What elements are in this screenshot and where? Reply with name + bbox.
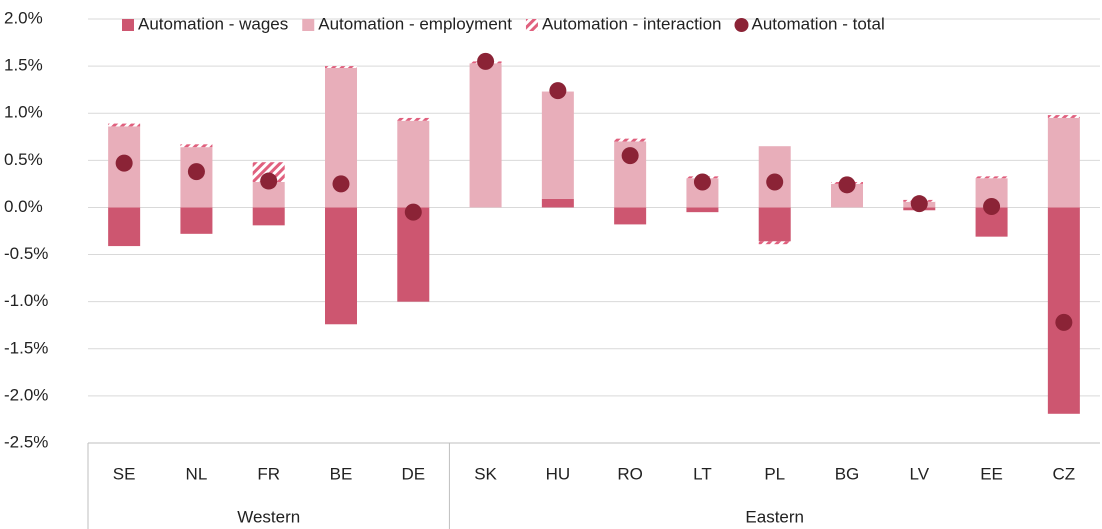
x-tick-label: LT: [693, 464, 712, 483]
total-dot: [621, 147, 639, 165]
bar-segment: [975, 176, 1008, 179]
bar-segment: [541, 198, 574, 208]
bar-segment: [325, 207, 357, 325]
x-tick-label: RO: [617, 464, 643, 483]
x-tick-label: NL: [186, 464, 208, 483]
legend-marker: [525, 19, 538, 31]
x-tick-label: LV: [910, 464, 930, 483]
total-dot: [115, 154, 133, 172]
y-tick-label: 1.0%: [4, 103, 43, 122]
total-dot: [549, 82, 567, 100]
bar-segment: [614, 138, 647, 142]
bar-segment: [758, 207, 791, 242]
x-tick-label: HU: [546, 464, 571, 483]
y-tick-label: 0.0%: [4, 197, 43, 216]
total-dot: [332, 175, 350, 193]
y-tick-label: 0.5%: [4, 150, 43, 169]
legend-marker: [734, 18, 749, 32]
total-dot: [838, 176, 856, 194]
bar-segment: [397, 117, 430, 121]
x-tick-label: SK: [474, 464, 497, 483]
x-tick-label: SE: [113, 464, 136, 483]
total-dot: [1055, 313, 1073, 331]
x-tick-label: PL: [764, 464, 785, 483]
bar-segment: [686, 207, 719, 213]
y-tick-label: 1.5%: [4, 56, 43, 75]
legend-label: Automation - total: [752, 14, 885, 33]
legend-label: Automation - interaction: [542, 14, 722, 33]
total-dot: [910, 195, 928, 213]
bar-segment: [397, 207, 430, 302]
group-label: Eastern: [745, 507, 804, 526]
x-tick-label: EE: [980, 464, 1003, 483]
bar-segment: [614, 207, 647, 225]
bar-segment: [1047, 115, 1080, 118]
x-tick-label: FR: [257, 464, 280, 483]
y-tick-label: -1.5%: [4, 338, 48, 357]
y-tick-label: -2.0%: [4, 385, 48, 404]
legend-marker: [122, 19, 134, 31]
bar-segment: [831, 183, 863, 208]
x-tick-label: CZ: [1053, 464, 1076, 483]
bar-segment: [1047, 117, 1080, 208]
group-label: Western: [237, 507, 300, 526]
bar-segment: [252, 207, 285, 226]
legend-label: Automation - wages: [138, 14, 288, 33]
total-dot: [693, 173, 711, 191]
bar-segment: [397, 120, 430, 208]
total-dot: [477, 52, 495, 70]
bar-segment: [469, 63, 502, 208]
x-tick-label: BG: [835, 464, 860, 483]
x-tick-label: DE: [401, 464, 425, 483]
legend-label: Automation - employment: [318, 14, 512, 33]
bar-segment: [758, 241, 791, 245]
total-dot: [766, 173, 784, 191]
bar-segment: [252, 162, 285, 183]
y-tick-label: 2.0%: [4, 8, 43, 27]
total-dot: [404, 203, 422, 221]
y-tick-label: -0.5%: [4, 244, 48, 263]
x-tick-label: BE: [330, 464, 353, 483]
bar-segment: [180, 207, 213, 234]
bar-segment: [325, 66, 357, 68]
bar-segment: [541, 91, 574, 199]
bar-segment: [108, 123, 141, 127]
bar-segment: [1047, 207, 1080, 414]
total-dot: [187, 163, 205, 181]
bar-segment: [180, 144, 213, 148]
total-dot: [983, 198, 1001, 216]
total-dot: [260, 172, 278, 190]
y-tick-label: -2.5%: [4, 432, 48, 451]
legend-marker: [302, 19, 315, 31]
bar-segment: [108, 207, 141, 247]
y-tick-label: -1.0%: [4, 291, 48, 310]
